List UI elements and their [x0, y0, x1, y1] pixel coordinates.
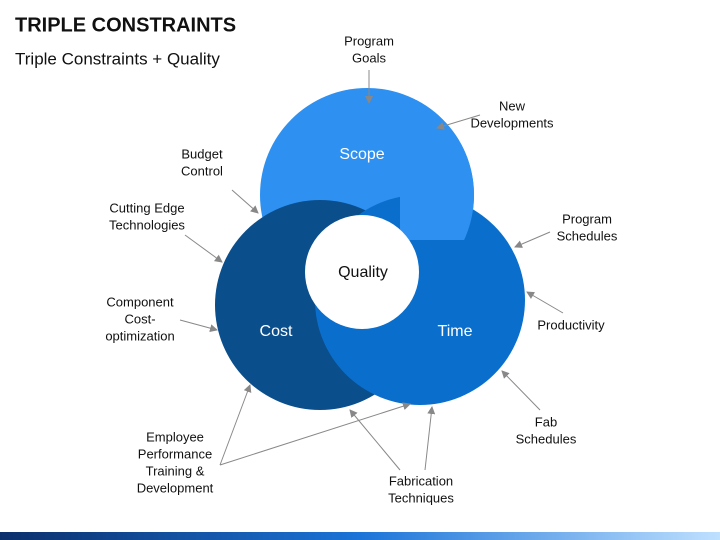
bottom-bar: [0, 532, 720, 540]
annotation-line: Performance: [138, 446, 212, 461]
annotation-line: Schedules: [516, 431, 577, 446]
cost-label: Cost: [260, 323, 293, 340]
annotation-line: Budget: [181, 146, 223, 161]
annotation-line: optimization: [105, 328, 174, 343]
annotation-line: Developments: [470, 115, 554, 130]
annotation-line: Schedules: [557, 228, 618, 243]
annotation-line: Technologies: [109, 217, 185, 232]
annotation-line: Productivity: [537, 317, 605, 332]
annotation-line: Program: [344, 33, 394, 48]
title: TRIPLE CONSTRAINTS: [15, 14, 236, 36]
scope-overlap: [400, 100, 474, 240]
annotation-line: Cost-: [124, 311, 155, 326]
annotation-line: Cutting Edge: [109, 200, 184, 215]
scope-label: Scope: [339, 146, 384, 163]
annotation-line: New: [499, 98, 526, 113]
quality-label: Quality: [338, 264, 388, 281]
annotation-line: Component: [106, 294, 174, 309]
annotation-line: Fab: [535, 414, 557, 429]
annotation-line: Goals: [352, 50, 386, 65]
subtitle: Triple Constraints + Quality: [15, 49, 220, 68]
annotation-line: Fabrication: [389, 473, 453, 488]
annotation-line: Training &: [146, 463, 205, 478]
annotation-line: Development: [137, 480, 214, 495]
arrows: [179, 70, 564, 471]
annotation-line: Program: [562, 211, 612, 226]
annotations: Program Goals New Developments Budget Control…: [105, 33, 618, 505]
center-circle: [305, 215, 419, 329]
annotation-line: Employee: [146, 429, 204, 444]
time-label: Time: [438, 323, 473, 340]
annotation-line: Techniques: [388, 490, 454, 505]
annotation-line: Control: [181, 163, 223, 178]
